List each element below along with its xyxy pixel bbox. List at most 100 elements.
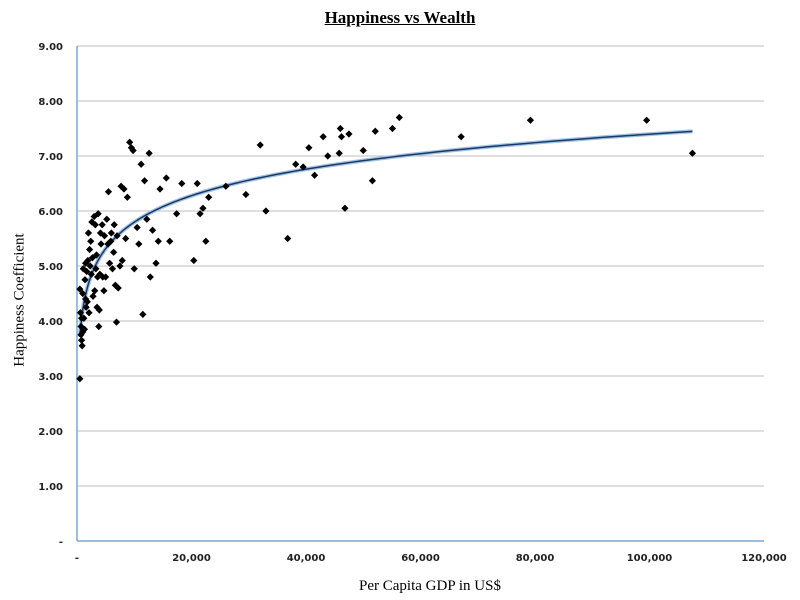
x-tick-label: 40,000 — [287, 553, 326, 564]
y-tick-label: - — [59, 537, 63, 548]
y-tick-label: 1.00 — [38, 482, 63, 493]
data-point — [359, 146, 367, 155]
data-point — [84, 229, 93, 237]
data-point — [110, 221, 118, 229]
data-point — [103, 215, 111, 223]
data-point — [341, 204, 349, 212]
data-point — [140, 177, 149, 185]
data-point — [457, 133, 465, 141]
data-point — [310, 171, 319, 179]
data-point — [113, 232, 121, 240]
data-point — [80, 325, 89, 333]
data-point — [256, 141, 264, 149]
data-point — [284, 234, 292, 243]
data-point — [368, 177, 377, 185]
data-point — [336, 124, 344, 133]
data-point — [173, 210, 181, 218]
data-point — [86, 262, 94, 270]
data-point — [335, 149, 343, 157]
data-point — [89, 292, 97, 300]
data-point — [526, 116, 535, 124]
data-point — [688, 149, 697, 157]
x-tick-label: - — [75, 553, 79, 564]
data-point — [305, 144, 313, 152]
grid-lines — [77, 45, 764, 487]
data-point — [143, 215, 151, 223]
data-point — [166, 237, 174, 245]
data-point — [118, 256, 126, 265]
data-point — [116, 262, 124, 270]
data-point — [107, 237, 115, 245]
data-point — [100, 287, 108, 295]
data-point — [324, 152, 332, 160]
data-point — [91, 287, 99, 295]
data-point — [162, 174, 170, 182]
data-point — [76, 309, 85, 317]
y-tick-label: 9.00 — [38, 42, 63, 53]
y-tick-label: 6.00 — [38, 207, 63, 218]
data-point — [337, 133, 346, 141]
trendline-glow — [77, 129, 693, 337]
x-tick-label: 60,000 — [401, 553, 440, 564]
data-point — [76, 375, 84, 383]
y-tick-label: 4.00 — [38, 317, 63, 328]
data-point — [76, 285, 84, 293]
data-points — [76, 113, 697, 383]
data-point — [81, 276, 89, 284]
data-point — [148, 226, 157, 234]
tick-labels: - 1.00 2.00 3.00 4.00 5.00 6.00 7.00 8.00 9.00 - 20… — [38, 42, 787, 564]
data-point — [145, 149, 153, 157]
data-point — [222, 182, 230, 190]
data-point — [87, 237, 95, 245]
data-point — [205, 193, 213, 201]
data-point — [130, 265, 138, 273]
data-point — [91, 221, 99, 229]
data-point — [122, 234, 130, 243]
data-point — [199, 204, 207, 212]
data-point — [156, 185, 164, 193]
data-point — [85, 245, 94, 254]
data-point — [202, 237, 210, 245]
data-point — [84, 256, 92, 265]
data-point — [100, 232, 109, 240]
data-point — [92, 265, 100, 273]
data-point — [262, 207, 270, 215]
data-point — [110, 248, 118, 256]
data-point — [112, 318, 121, 326]
data-point — [319, 133, 327, 141]
y-tick-label: 2.00 — [38, 427, 63, 438]
data-point — [133, 223, 141, 232]
data-point — [87, 270, 95, 278]
data-point — [371, 127, 379, 135]
y-tick-label: 5.00 — [38, 262, 63, 273]
data-point — [92, 251, 101, 259]
data-point — [395, 113, 403, 122]
data-point — [78, 342, 86, 350]
data-point — [242, 190, 250, 199]
x-tick-label: 100,000 — [627, 553, 673, 564]
data-point — [196, 210, 204, 218]
x-tick-label: 120,000 — [741, 553, 787, 564]
y-tick-label: 3.00 — [38, 372, 63, 383]
data-point — [388, 124, 397, 133]
data-point — [139, 310, 147, 318]
data-point — [95, 322, 103, 331]
data-point — [126, 138, 134, 146]
x-axis-label: Per Capita GDP in US$ — [359, 578, 501, 594]
data-point — [178, 179, 186, 188]
data-point — [114, 284, 122, 292]
data-point — [135, 240, 143, 248]
data-point — [102, 273, 110, 281]
data-point — [193, 179, 201, 188]
data-point — [643, 116, 651, 124]
trendline-path — [79, 130, 693, 337]
data-point — [190, 256, 198, 265]
data-point — [95, 306, 103, 314]
data-point — [299, 163, 307, 171]
data-point — [82, 303, 90, 311]
data-point — [85, 309, 93, 317]
x-tick-label: 20,000 — [172, 553, 211, 564]
data-point — [146, 273, 154, 281]
data-point — [104, 188, 113, 196]
